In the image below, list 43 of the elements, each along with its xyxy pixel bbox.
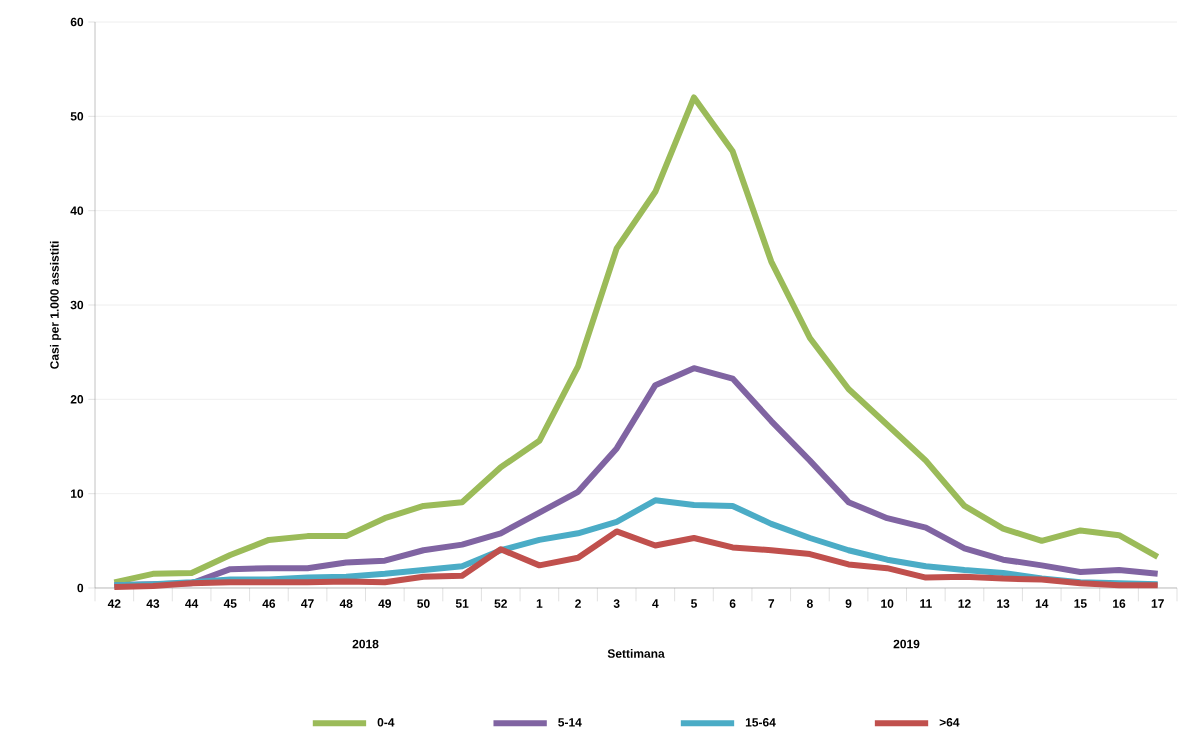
x-tick-label: 50	[417, 599, 430, 608]
x-tick-label: 47	[301, 599, 314, 608]
y-tick-label: 50	[70, 112, 84, 121]
text: 2018	[352, 639, 379, 649]
x-tick-label: 7	[768, 599, 775, 608]
y-tick-label: 10	[71, 489, 84, 498]
x-tick-label: 46	[262, 599, 276, 608]
x-tick-label: 6	[729, 599, 736, 608]
x-tick-label: 52	[494, 599, 507, 608]
y-axis-title: Casi per 1.000 assistiti	[49, 241, 62, 369]
x-tick-label: 14	[1035, 599, 1049, 608]
x-tick-label: 42	[107, 599, 121, 608]
legend-label: 0-4	[377, 718, 395, 727]
x-tick-label: 1	[536, 599, 543, 608]
x-tick-label: 2	[575, 599, 581, 608]
x-axis-title: Settimana	[607, 649, 665, 658]
x-tick-label: 10	[881, 599, 894, 608]
x-tick-label: 16	[1113, 599, 1126, 608]
x-tick-label: 44	[185, 599, 199, 608]
x-tick-label: 49	[378, 599, 392, 608]
x-tick-label: 15	[1074, 599, 1087, 608]
x-tick-label: 11	[920, 599, 932, 608]
x-tick-label: 12	[958, 599, 971, 608]
x-tick-label: 48	[339, 599, 353, 608]
y-tick-label: 20	[70, 395, 84, 404]
legend-label: >64	[939, 718, 960, 727]
x-tick-label: 8	[806, 599, 813, 608]
legend-label: 5-14	[558, 718, 582, 727]
x-tick-label: 51	[455, 599, 469, 608]
y-tick-label: 0	[77, 583, 84, 593]
y-tick-label: 30	[70, 300, 84, 310]
x-tick-label: 45	[223, 599, 237, 608]
y-tick-label: 60	[70, 17, 84, 27]
text: 2019	[893, 639, 920, 649]
y-tick-label: 40	[70, 206, 84, 216]
x-tick-label: 17	[1151, 599, 1164, 608]
x-tick-label: 5	[691, 599, 697, 608]
x-tick-label: 3	[613, 599, 620, 608]
x-tick-label: 9	[845, 599, 852, 608]
legend-label: 15-64	[745, 718, 776, 727]
x-tick-label: 43	[146, 599, 160, 608]
x-tick-label: 13	[997, 599, 1010, 608]
x-tick-label: 4	[652, 599, 659, 608]
